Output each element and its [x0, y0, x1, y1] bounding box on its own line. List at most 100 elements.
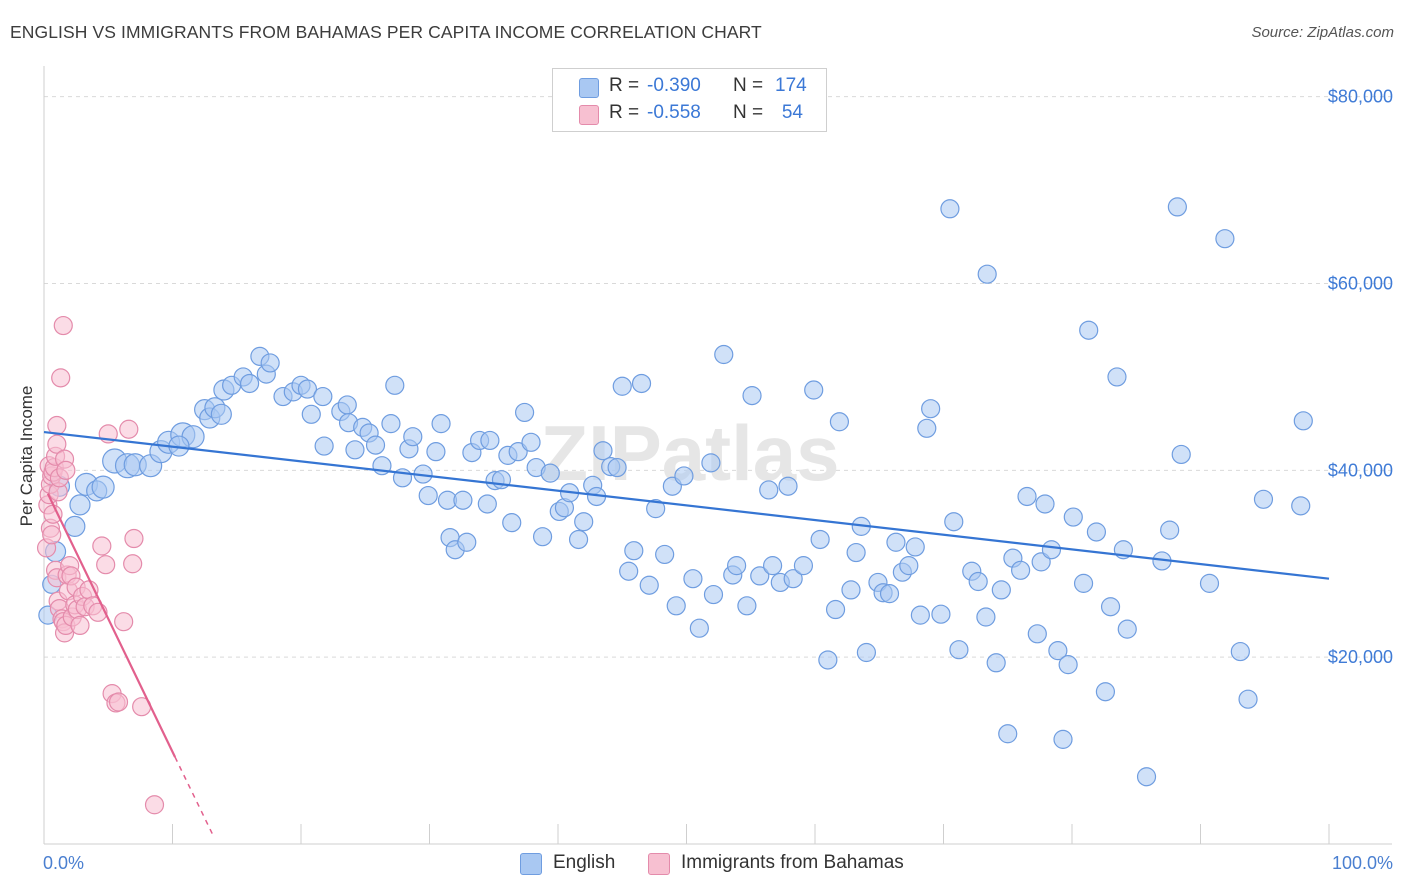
english-point [714, 344, 734, 365]
english-point [1136, 767, 1157, 787]
english-point [1238, 689, 1258, 709]
english-point [1095, 682, 1116, 702]
english-point [655, 544, 675, 565]
english-point [431, 414, 451, 434]
english-point [418, 485, 438, 506]
english-point [1035, 494, 1055, 514]
english-point [540, 463, 560, 483]
english-point [1041, 540, 1062, 560]
trend-lines [43, 430, 1330, 837]
english-point [337, 395, 357, 415]
english-point [210, 403, 232, 425]
legend-n-label: N = [733, 75, 764, 96]
english-point [639, 575, 659, 595]
english-point [313, 386, 333, 407]
bahamas-point [119, 419, 139, 439]
english-point [1160, 520, 1180, 540]
english-point [968, 571, 988, 592]
axes [43, 66, 1392, 845]
english-point [998, 724, 1018, 744]
english-point [365, 435, 386, 455]
legend-row-bahamas: R = -0.558 N = 54 [553, 101, 803, 127]
english-point [345, 440, 365, 460]
english-point [1100, 597, 1121, 617]
english-point [574, 512, 594, 532]
x-tick-max: 100.0% [1331, 853, 1393, 873]
english-point [666, 596, 686, 616]
english-point [742, 386, 762, 406]
legend-r-value: -0.558 [647, 102, 701, 123]
english-point [480, 430, 500, 451]
legend-n-value: 174 [775, 75, 807, 96]
bahamas-point [70, 615, 90, 636]
english-point [297, 379, 318, 399]
english-point [1053, 729, 1073, 749]
english-point [931, 604, 951, 624]
bahamas-point [56, 460, 76, 480]
english-point [1048, 641, 1068, 661]
english-point [646, 499, 666, 519]
english-point [759, 480, 779, 500]
english-point [502, 513, 522, 533]
english-point [69, 494, 91, 516]
english-point [457, 532, 477, 552]
english-point [1086, 522, 1107, 542]
english-point [940, 199, 960, 219]
english-point [856, 642, 877, 663]
english-point [917, 418, 937, 438]
english-point [385, 375, 405, 395]
english-point [508, 442, 528, 462]
english-point [314, 436, 334, 456]
y-tick-label: $80,000 [1328, 87, 1393, 107]
english-point [1010, 560, 1031, 580]
english-point [624, 541, 644, 561]
bahamas-point [123, 554, 143, 574]
english-point [1293, 411, 1313, 431]
bahamas-point [96, 555, 116, 575]
english-point [1073, 573, 1094, 593]
legend-swatch-bahamas [579, 105, 599, 125]
english-point [631, 373, 652, 394]
english-point [762, 556, 783, 576]
bahamas-point [92, 536, 112, 556]
english-point [1167, 197, 1187, 217]
english-point [976, 607, 996, 627]
bahamas-point [124, 528, 144, 549]
y-tick-label: $40,000 [1328, 460, 1393, 480]
english-point [991, 580, 1011, 600]
english-point [674, 466, 694, 486]
english-points [38, 197, 1313, 787]
english-point [825, 599, 846, 620]
english-point [804, 380, 824, 400]
english-point [1079, 320, 1099, 340]
legend-swatch-english [520, 853, 542, 875]
english-point [532, 527, 553, 547]
english-point [910, 605, 930, 625]
legend-r-label: R = [609, 75, 640, 96]
english-point [1058, 655, 1078, 675]
bahamas-points [36, 315, 165, 815]
english-point [846, 542, 866, 563]
chart-title: ENGLISH VS IMMIGRANTS FROM BAHAMAS PER C… [10, 22, 762, 42]
legend-r-value: -0.390 [647, 75, 701, 96]
english-point [1199, 573, 1220, 593]
bahamas-trend-extension [174, 756, 215, 837]
english-point [778, 476, 798, 496]
english-point [1107, 367, 1127, 387]
english-point [301, 404, 321, 424]
bahamas-point [114, 612, 134, 632]
english-point [841, 580, 861, 600]
series-legend: English Immigrants from Bahamas [0, 850, 1406, 880]
english-point [260, 353, 280, 373]
english-point [818, 650, 838, 670]
english-point [1230, 641, 1250, 662]
english-point [1027, 624, 1047, 644]
bahamas-trend-line [46, 493, 177, 758]
english-point [977, 264, 997, 284]
english-point [683, 569, 703, 589]
english-point [750, 566, 770, 586]
english-point [240, 373, 260, 394]
english-point [944, 512, 964, 532]
english-point [689, 618, 709, 638]
